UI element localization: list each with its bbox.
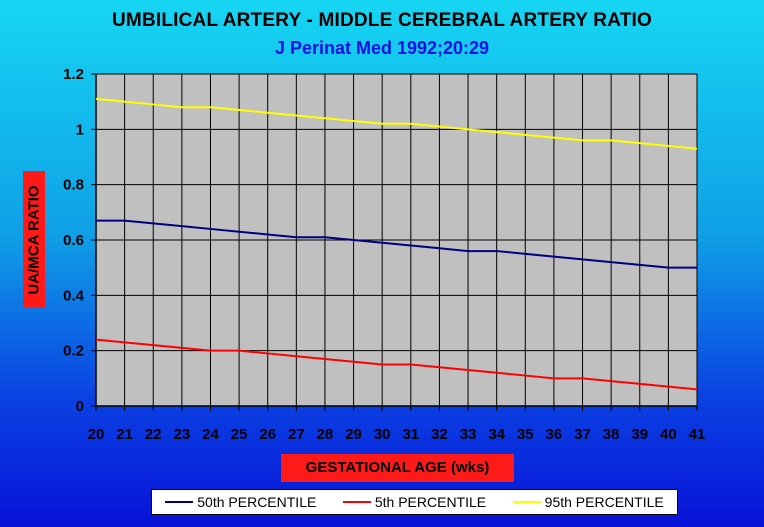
legend-label: 95th PERCENTILE [544, 494, 664, 510]
x-tick-label: 23 [174, 426, 191, 443]
x-tick-label: 36 [546, 426, 563, 443]
series-line-5th-percentile [95, 338, 698, 391]
y-tick-label: 0.2 [63, 343, 84, 360]
x-tick-label: 34 [488, 426, 505, 443]
y-tick-label: 0.8 [63, 177, 84, 194]
x-tick-label: 33 [460, 426, 477, 443]
series-line-95th-percentile [95, 97, 698, 150]
x-tick-label: 32 [431, 426, 448, 443]
x-tick-label: 25 [231, 426, 248, 443]
series-line-50th-percentile [96, 219, 697, 269]
y-axis-label: UA/MCA RATIO [25, 185, 43, 295]
legend-item: 5th PERCENTILE [342, 494, 487, 510]
x-tick-label: 26 [259, 426, 276, 443]
x-tick-label: 30 [374, 426, 391, 443]
chart-subtitle: J Perinat Med 1992;20:29 [274, 38, 490, 58]
x-tick-label: 20 [88, 426, 105, 443]
x-tick-label: 35 [517, 426, 534, 443]
x-tick-label: 22 [145, 426, 162, 443]
y-tick-label: 1.2 [63, 66, 84, 83]
y-tick-label: 0 [76, 398, 84, 415]
y-tick-label: 0.4 [63, 287, 85, 304]
legend-swatch [165, 501, 194, 503]
x-tick-label: 27 [288, 426, 305, 443]
x-tick-label: 31 [402, 426, 419, 443]
x-tick-label: 38 [603, 426, 620, 443]
legend-swatch [342, 501, 371, 503]
x-axis-label: GESTATIONAL AGE (wks) [281, 454, 514, 482]
x-tick-label: 39 [631, 426, 648, 443]
x-tick-label: 41 [689, 426, 706, 443]
x-tick-label: 24 [202, 426, 219, 443]
legend-item: 50th PERCENTILE [165, 494, 316, 510]
legend-item: 95th PERCENTILE [512, 494, 664, 510]
legend-label: 5th PERCENTILE [374, 494, 487, 510]
y-tick-label: 1 [76, 121, 84, 138]
legend-label: 50th PERCENTILE [197, 494, 317, 510]
x-tick-label: 28 [317, 426, 334, 443]
x-tick-label: 21 [116, 426, 133, 443]
x-tick-label: 29 [345, 426, 362, 443]
legend-swatch [512, 501, 541, 503]
y-axis-label-box [23, 171, 45, 308]
x-tick-label: 40 [660, 426, 677, 443]
y-tick-label: 0.6 [63, 232, 84, 249]
legend: 50th PERCENTILE 5th PERCENTILE 95th PERCEN… [151, 489, 678, 515]
x-tick-label: 37 [574, 426, 591, 443]
chart-title: UMBILICAL ARTERY - MIDDLE CEREBRAL ARTER… [112, 10, 652, 31]
